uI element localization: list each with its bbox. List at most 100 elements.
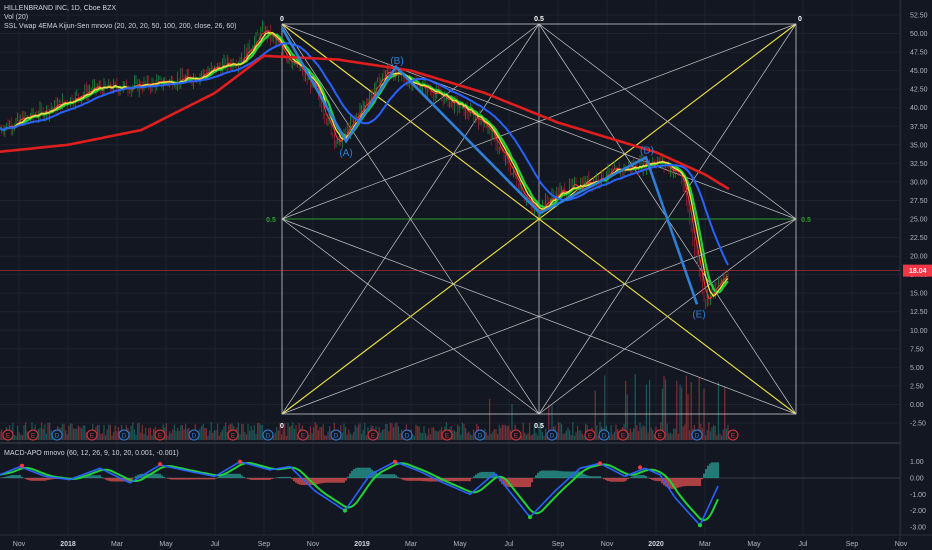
volume-bar <box>626 394 628 440</box>
volume-bar <box>545 428 547 440</box>
volume-bar <box>249 430 251 440</box>
symbol-title[interactable]: HILLENBRAND INC, 1D, Cboe BZX <box>4 5 117 12</box>
dividend-marker[interactable]: D <box>546 429 558 441</box>
price-tick-label: 22.50 <box>910 235 928 242</box>
dividend-label: D <box>122 433 127 440</box>
dividend-marker[interactable]: D <box>330 429 342 441</box>
earnings-marker[interactable]: E <box>297 429 309 441</box>
volume-bar <box>175 431 177 440</box>
volume-bar <box>642 425 644 440</box>
volume-bar <box>26 431 28 440</box>
earnings-marker[interactable]: E <box>510 429 522 441</box>
dividend-marker[interactable]: D <box>474 429 486 441</box>
volume-bar <box>437 431 439 440</box>
earnings-marker[interactable]: E <box>227 429 239 441</box>
volume-bar <box>113 431 115 440</box>
dividend-marker[interactable]: D <box>118 429 130 441</box>
earnings-label: E <box>658 433 663 440</box>
volume-bar <box>133 429 135 440</box>
volume-bar <box>108 424 110 440</box>
volume-bar <box>538 422 540 440</box>
earnings-marker[interactable]: E <box>617 429 629 441</box>
volume-bar <box>284 422 286 440</box>
volume-bar <box>682 426 684 440</box>
time-tick-label: Nov <box>13 541 26 548</box>
earnings-marker[interactable]: E <box>2 429 14 441</box>
volume-bar <box>567 427 569 440</box>
earnings-label: E <box>621 433 626 440</box>
dividend-marker[interactable]: D <box>401 429 413 441</box>
dividend-marker[interactable]: D <box>598 429 610 441</box>
gann-label-top-mid: 0.5 <box>534 16 544 23</box>
dividend-marker[interactable]: D <box>262 429 274 441</box>
volume-bar <box>385 423 387 440</box>
volume-bar <box>581 433 583 440</box>
earnings-marker[interactable]: E <box>154 429 166 441</box>
volume-bar <box>180 425 182 440</box>
volume-bar <box>345 426 347 440</box>
earnings-marker[interactable]: E <box>727 429 739 441</box>
elliott-wave[interactable]: (A) (B) (D) (E) <box>280 26 706 321</box>
volume-bar <box>631 431 633 440</box>
volume-bar <box>79 426 81 440</box>
volume-bar <box>205 428 207 440</box>
dividend-marker[interactable]: D <box>691 429 703 441</box>
ssl-indicator-legend[interactable]: SSL Vwap 4EMA Kijun-Sen mnovo (20, 20, 2… <box>4 23 237 30</box>
volume-bar <box>687 394 689 440</box>
volume-bar <box>425 433 427 440</box>
volume-bar <box>258 422 260 440</box>
volume-bar <box>103 424 105 440</box>
earnings-marker[interactable]: E <box>584 429 596 441</box>
dividend-label: D <box>334 433 339 440</box>
volume-bar <box>505 425 507 440</box>
time-axis[interactable]: Nov 2018 Mar May Jul Sep Nov 2019 Mar May Jul Sep No… <box>13 541 908 548</box>
volume-bar <box>610 424 612 440</box>
earnings-marker[interactable]: E <box>86 429 98 441</box>
volume-bar <box>85 432 87 440</box>
volume-bar <box>508 425 510 440</box>
volume-bar <box>625 380 627 440</box>
price-tick-label: 37.50 <box>910 124 928 131</box>
volume-bar <box>242 424 244 440</box>
volume-bar <box>719 433 721 440</box>
earnings-marker[interactable]: E <box>367 429 379 441</box>
volume-legend[interactable]: Vol (20) <box>4 14 29 21</box>
price-axis[interactable]: 52.50 50.00 47.50 45.00 42.50 40.00 37.50 35.00… <box>0 13 932 532</box>
dividend-marker[interactable]: D <box>51 429 63 441</box>
earnings-marker[interactable]: E <box>654 429 666 441</box>
volume-bar <box>353 431 355 440</box>
dividend-label: D <box>266 433 271 440</box>
volume-bar <box>65 430 67 440</box>
volume-bar <box>73 428 75 440</box>
volume-bar <box>137 423 139 440</box>
volume-bar <box>465 427 467 440</box>
volume-bar <box>202 423 204 440</box>
volume-bar <box>135 434 137 440</box>
time-tick-label: 2020 <box>648 541 664 548</box>
elliott-label: (E) <box>692 309 705 320</box>
volume-bar <box>322 424 324 440</box>
volume-bar <box>533 425 535 440</box>
earnings-marker[interactable]: E <box>441 429 453 441</box>
gann-box[interactable]: 0 0.5 0 0.5 0.5 0 0.5 <box>266 16 811 430</box>
volume-bar <box>521 435 523 440</box>
volume-bar <box>77 425 79 440</box>
time-tick-label: Nov <box>307 541 320 548</box>
volume-bar <box>15 435 17 440</box>
volume-bar <box>717 381 719 440</box>
volume-bar <box>604 375 606 440</box>
volume-bar <box>529 422 531 440</box>
earnings-marker[interactable]: E <box>27 429 39 441</box>
macd-legend[interactable]: MACD-APO mnovo (60, 12, 26, 9, 10, 20, 0… <box>4 450 179 457</box>
dividend-marker[interactable]: D <box>188 429 200 441</box>
volume-bar <box>97 424 99 440</box>
volume-bar <box>397 426 399 440</box>
volume-bar <box>297 434 299 440</box>
volume-bar <box>706 429 708 440</box>
volume-bar <box>653 434 655 440</box>
volume-bar <box>311 433 313 440</box>
volume-bar <box>183 429 185 440</box>
